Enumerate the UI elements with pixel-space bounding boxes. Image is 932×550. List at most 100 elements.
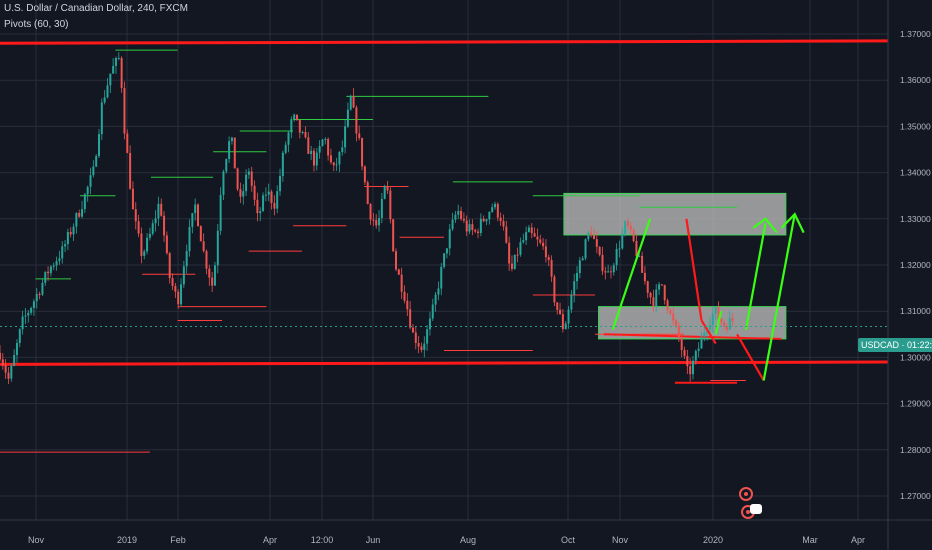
candle-body [660,284,663,286]
arrow-head-3 [752,217,778,234]
candle-body [694,350,697,361]
candle-body [296,114,298,120]
candle-body [598,246,601,255]
candle-body [375,220,378,226]
candle-body [89,175,92,187]
candle-body [666,300,669,311]
candle-body [697,348,700,351]
y-tick-label: 1.31000 [900,306,931,316]
arrow-down-2 [736,333,765,382]
candle-body [191,213,194,227]
candle-body [219,194,222,231]
candle-body [723,322,726,327]
x-tick-label: Nov [28,535,45,545]
candle-body [72,226,75,235]
x-tick-label: Nov [612,535,629,545]
candle-body [38,293,41,295]
candle-body [471,224,474,230]
candle-body [199,226,202,242]
candle-body [372,219,375,221]
price-tag-symbol: USDCAD [861,340,900,350]
candle-body [576,273,579,282]
candle-body [171,278,174,286]
candle-body [168,253,171,279]
candle-body [428,318,431,330]
candle-body [629,225,632,230]
candle-body [75,212,78,227]
price-axis: 1.37000 1.36000 1.35000 1.34000 1.33000 1.320… [887,0,931,550]
candle-body [225,159,228,172]
candle-body [448,229,451,249]
candle-body [604,271,607,273]
zone-box [598,306,787,340]
candle-body [559,309,562,315]
candle-body [332,162,335,166]
candle-body [137,221,140,234]
indicator-label: Pivots (60, 30) [4,19,69,30]
candle-body [103,97,106,103]
candle-body [437,288,440,295]
candle-body [584,239,587,259]
candle-body [395,251,397,270]
x-tick-label: Aug [460,535,476,545]
candle-body [253,185,256,200]
candle-body [47,271,50,274]
x-tick-label: Feb [170,535,186,545]
event-markers [739,487,762,519]
candle-body [414,332,417,344]
candle-body [236,168,239,190]
candle-body [389,190,392,220]
candle-body [708,325,711,330]
candle-body [573,281,576,295]
arrow-up-2 [714,310,723,335]
candle-body [714,307,717,314]
candle-body [202,241,205,252]
price-tag: USDCAD · 01:22:52 [858,338,932,352]
pivot-lines [35,49,782,384]
price-tag-countdown: 01:22:52 [907,340,932,350]
candle-body [205,251,208,269]
candle-body [494,203,496,208]
candle-body [290,119,293,133]
candle-body [553,276,556,303]
candle-body [502,221,505,227]
projection-arrows [611,212,805,382]
candle-body [157,203,160,219]
candle-body [69,232,72,235]
y-tick-label: 1.28000 [900,445,931,455]
candle-body [129,152,132,189]
candle-body [18,329,21,344]
candle-body [451,219,454,230]
candle-body [595,239,598,247]
candle-body [635,241,638,257]
candle-body [680,337,683,350]
candle-body [329,155,332,163]
candle-body [711,313,714,326]
candle-body [513,254,516,269]
candle-body [378,218,381,226]
candle-body [276,191,279,209]
candle-body [120,57,123,88]
candle-body [222,171,225,195]
candle-body [143,251,146,256]
y-tick-label: 1.34000 [900,168,931,178]
candle-body [151,223,154,234]
arrow-down-1 [685,218,703,321]
event-marker-dot [744,492,748,496]
candle-body [703,332,706,337]
candle-body [533,233,536,237]
candle-body [587,232,590,240]
x-tick-label: Mar [802,535,818,545]
candle-body [522,240,525,243]
candle-body [519,242,522,255]
candle-body [649,292,652,298]
arrow-up-3 [744,223,767,330]
candle-body [615,249,618,266]
candle-body [293,114,296,120]
candle-body [250,171,253,186]
x-tick-label: Oct [561,535,576,545]
zone-box [563,192,787,236]
candle-body [262,195,265,212]
candle-body [315,152,318,166]
